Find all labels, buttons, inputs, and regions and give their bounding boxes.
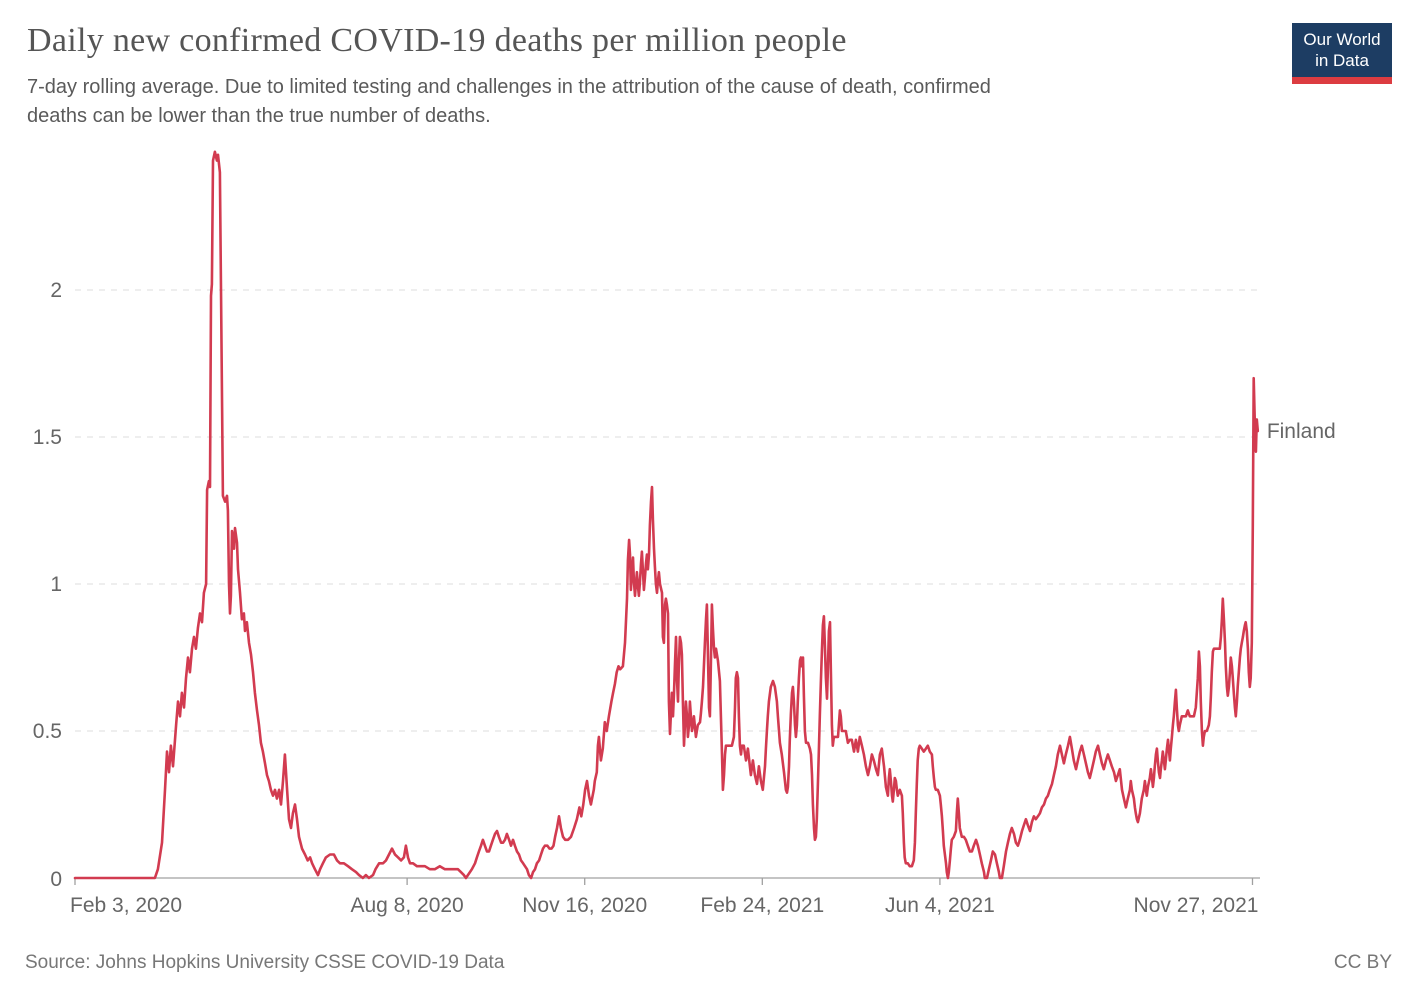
x-tick-label: Aug 8, 2020 [350,894,463,917]
y-tick-label: 0.5 [33,720,62,743]
source-note: Source: Johns Hopkins University CSSE CO… [25,952,505,973]
page-title: Daily new confirmed COVID-19 deaths per … [27,22,847,59]
y-tick-label: 1.5 [33,426,62,449]
owid-logo-line-1: Our World [1303,30,1381,49]
x-tick-label: Feb 3, 2020 [70,894,182,917]
owid-logo-line-2: in Data [1315,51,1369,70]
x-tick-label: Nov 16, 2020 [522,894,647,917]
x-tick-label: Jun 4, 2021 [885,894,995,917]
subtitle-line-1: 7-day rolling average. Due to limited te… [27,76,991,98]
license-note: CC BY [1333,952,1392,973]
finland-series-line [73,150,1260,880]
owid-logo: Our World in Data [1292,23,1392,84]
y-tick-label: 1 [50,573,62,596]
y-tick-label: 2 [50,279,62,302]
finland-series-label: Finland [1267,420,1336,443]
owid-logo-stripe [1292,77,1392,84]
owid-logo-text: Our World in Data [1292,23,1392,77]
x-tick-label: Nov 27, 2021 [1134,894,1259,917]
subtitle-line-2: deaths can be lower than the true number… [27,105,491,127]
x-tick-label: Feb 24, 2021 [700,894,824,917]
chart-subtitle: 7-day rolling average. Due to limited te… [27,73,991,131]
chart-footer: Source: Johns Hopkins University CSSE CO… [25,952,1392,974]
y-tick-label: 0 [50,868,62,891]
